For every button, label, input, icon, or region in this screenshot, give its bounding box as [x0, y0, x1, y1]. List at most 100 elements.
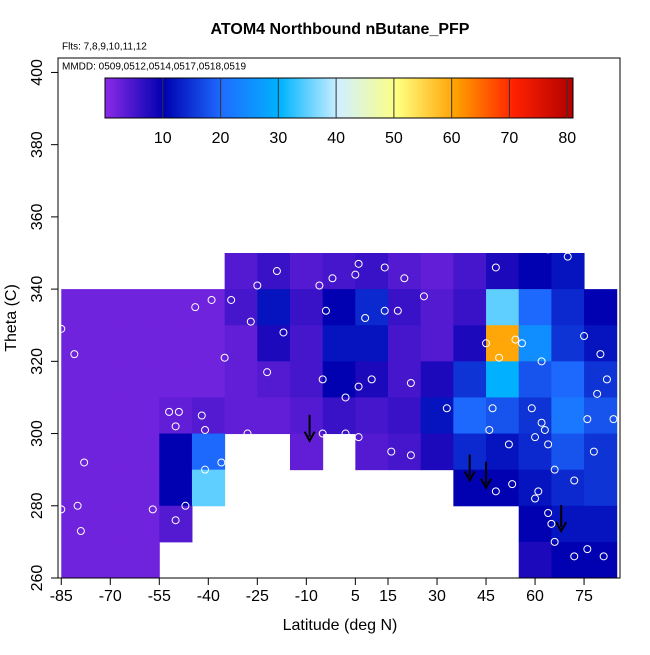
- sample-point: [537, 418, 546, 427]
- heat-cell: [518, 361, 552, 398]
- sample-point: [318, 375, 327, 384]
- heat-cell: [257, 397, 291, 435]
- heat-cell: [126, 433, 160, 471]
- x-tick-label: -10: [295, 588, 318, 605]
- heat-cell: [61, 433, 95, 471]
- heat-cell: [159, 433, 193, 471]
- sample-point: [570, 552, 579, 561]
- sample-point: [227, 295, 236, 304]
- sample-point: [272, 267, 281, 276]
- heat-cell: [551, 325, 585, 362]
- sample-point: [393, 306, 402, 315]
- heat-cell: [453, 397, 487, 435]
- heat-cell: [584, 361, 618, 398]
- heat-cell: [61, 289, 95, 326]
- sample-point: [488, 404, 497, 413]
- heat-cell: [453, 253, 487, 290]
- heat-cell: [518, 469, 552, 507]
- x-tick-label: 15: [379, 588, 397, 605]
- heat-cell: [388, 253, 422, 290]
- sample-point: [201, 425, 210, 434]
- sample-point: [80, 458, 89, 467]
- arrow: [303, 414, 316, 443]
- sample-point: [547, 519, 556, 528]
- sample-point: [73, 501, 82, 510]
- sample-point: [537, 357, 546, 366]
- arrow-head: [463, 471, 476, 483]
- sample-point: [491, 263, 500, 272]
- arrow-head: [303, 431, 316, 443]
- x-tick-label: -55: [148, 588, 171, 605]
- sample-point: [609, 415, 618, 424]
- annotation: MMDD: 0509,0512,0514,0517,0518,0519: [62, 62, 246, 73]
- sample-point: [279, 328, 288, 337]
- heat-cell: [584, 505, 618, 543]
- sample-point: [583, 234, 592, 243]
- x-tick-label: 75: [575, 588, 593, 605]
- heat-cell: [61, 361, 95, 398]
- heat-cell: [289, 361, 324, 398]
- arrow: [555, 505, 568, 534]
- heat-cell: [551, 397, 585, 435]
- heat-cell: [551, 469, 585, 507]
- arrow-head: [480, 478, 492, 490]
- sample-point: [400, 274, 409, 283]
- subtitle: Flts: 7,8,9,10,11,12: [62, 42, 147, 53]
- sample-point: [550, 465, 559, 474]
- heat-cell: [584, 433, 618, 471]
- heat-cell: [257, 289, 291, 326]
- heat-cell: [355, 361, 389, 398]
- heat-cell: [322, 361, 356, 398]
- plot-frame: [57, 57, 621, 579]
- sample-point: [583, 415, 592, 424]
- sample-point: [527, 404, 536, 413]
- heat-cell: [551, 541, 585, 579]
- sample-point: [171, 422, 180, 431]
- heat-cell: [257, 361, 291, 398]
- sample-point: [550, 537, 559, 546]
- heat-cell: [126, 361, 160, 398]
- heat-cell: [61, 397, 95, 435]
- heat-cell: [191, 361, 226, 398]
- heat-cell: [453, 325, 487, 362]
- sample-point: [540, 425, 549, 434]
- sample-point: [380, 306, 389, 315]
- sample-point: [243, 444, 252, 452]
- heat-cell: [126, 469, 160, 507]
- heat-cell: [453, 289, 487, 326]
- y-tick-label: 400: [29, 59, 46, 86]
- sample-point: [201, 465, 210, 474]
- colorbar-tick-label: 10: [154, 130, 172, 147]
- x-tick-label: 5: [351, 588, 360, 605]
- sample-point: [191, 303, 200, 312]
- heat-cell: [126, 397, 160, 435]
- sample-point: [207, 295, 216, 304]
- x-tick-label: -25: [246, 588, 269, 605]
- colorbar-tick-label: 50: [385, 130, 403, 147]
- sample-point: [315, 281, 324, 290]
- heat-cell: [126, 289, 160, 326]
- sample-point: [318, 429, 327, 438]
- sample-point: [361, 314, 370, 322]
- colorbar-tick-label: 40: [327, 130, 345, 147]
- heat-cell: [584, 325, 618, 362]
- sample-point: [589, 447, 598, 456]
- heat-cell: [93, 505, 128, 543]
- y-tick-label: 380: [29, 131, 46, 158]
- sample-point: [482, 339, 491, 348]
- sample-point: [367, 375, 376, 384]
- heat-cell: [518, 541, 552, 579]
- sample-point: [485, 425, 494, 434]
- heat-cell: [420, 253, 454, 290]
- sample-point: [328, 274, 337, 283]
- sample-point: [508, 480, 517, 489]
- heat-cell: [159, 469, 193, 507]
- sample-point: [570, 476, 579, 485]
- heat-cell: [159, 397, 193, 435]
- heat-cell: [322, 325, 356, 362]
- heat-cell: [322, 397, 356, 435]
- sample-point: [181, 501, 190, 510]
- heat-cell: [551, 433, 585, 471]
- heat-cell: [551, 289, 585, 326]
- y-tick-label: 360: [29, 203, 46, 230]
